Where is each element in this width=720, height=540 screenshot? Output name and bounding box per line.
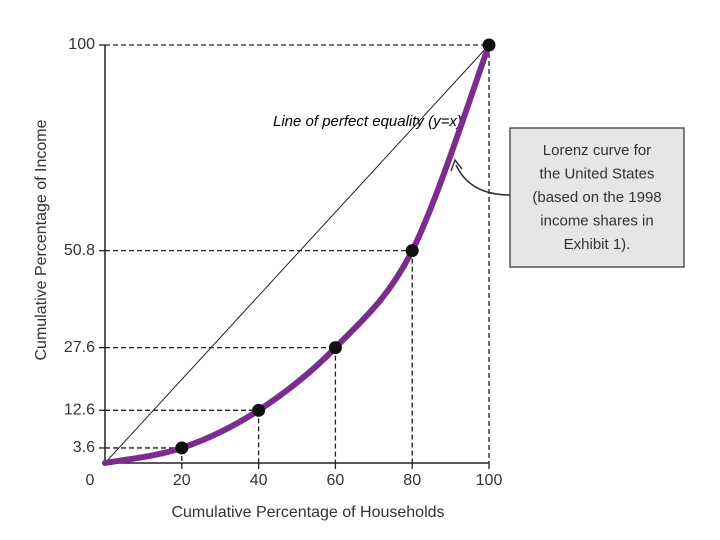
callout-text: Lorenz curve for the United States (based … — [532, 142, 661, 253]
y-tick-label: 50.8 — [64, 242, 95, 259]
callout-line: income shares in — [540, 212, 653, 229]
callout-arrow — [455, 164, 511, 196]
x-tick-label: 40 — [250, 472, 268, 489]
data-point — [482, 38, 496, 52]
x-tick-label: 80 — [403, 472, 421, 489]
y-tick-label: 27.6 — [64, 339, 95, 356]
y-tick-label: 3.6 — [73, 439, 95, 456]
x-tick-label: 0 — [86, 472, 95, 489]
y-tick-label: 12.6 — [64, 402, 95, 419]
x-axis-label: Cumulative Percentage of Households — [171, 504, 444, 521]
x-tick-label: 100 — [476, 472, 503, 489]
callout-box — [509, 127, 685, 268]
data-point — [252, 403, 266, 417]
x-tick-label: 60 — [327, 472, 345, 489]
data-point — [175, 441, 189, 455]
callout-line: Lorenz curve for — [543, 142, 651, 159]
equality-line — [104, 44, 490, 464]
callout-line: the United States — [539, 165, 654, 182]
callout-arrowhead — [450, 158, 463, 172]
x-tick-label: 20 — [173, 472, 191, 489]
callout-line: (based on the 1998 — [532, 189, 661, 206]
data-point — [328, 341, 342, 355]
callout-line: Exhibit 1). — [564, 236, 631, 253]
y-axis-label: Cumulative Percentage of Income — [33, 119, 50, 360]
y-tick-label: 100 — [68, 36, 95, 53]
data-point — [405, 244, 419, 258]
equality-label: Line of perfect equality (y=x) — [273, 113, 462, 130]
